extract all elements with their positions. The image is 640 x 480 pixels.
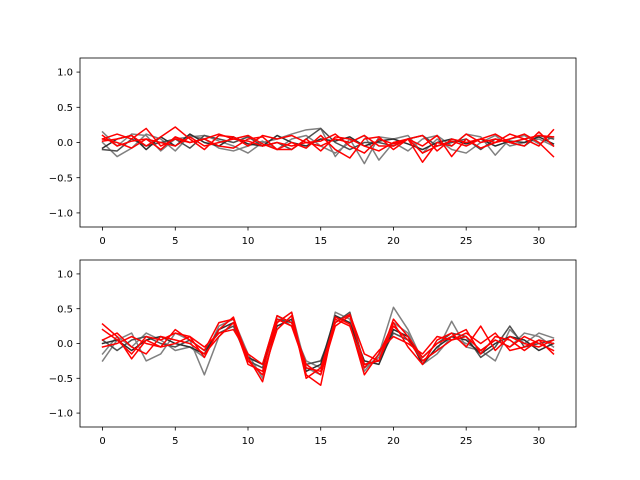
subplot-bottom: 0 5 10 15 20 25 30 −1.0 −0.5 0.0 0.5 1.0	[49, 259, 577, 447]
x-tick-label: 15	[314, 436, 327, 447]
series-line-3	[101, 314, 555, 373]
y-tick-label: −1.0	[49, 209, 73, 220]
series-line-1	[101, 133, 555, 161]
x-tick-label: 25	[460, 236, 473, 247]
x-tick-label: 5	[172, 236, 178, 247]
y-tick-label: −1.0	[49, 409, 73, 420]
x-tick-label: 10	[242, 236, 255, 247]
subplot-top: 0 5 10 15 20 25 30 −1.0 −0.5 0.0 0.5 1.0	[49, 57, 577, 247]
series-line-6	[101, 318, 555, 373]
series-line-7	[101, 133, 555, 158]
y-tick-label: 0.0	[57, 138, 73, 149]
series-line-4	[101, 127, 555, 163]
y-tick-label: 0.5	[57, 103, 73, 114]
y-tick-label: −0.5	[49, 173, 73, 184]
y-tick-label: 0.0	[57, 339, 73, 350]
x-tick-label: 5	[172, 436, 178, 447]
y-tick-label: −0.5	[49, 374, 73, 385]
y-tick-label: 0.5	[57, 304, 73, 315]
x-tick-label: 10	[242, 436, 255, 447]
x-tick-label: 0	[99, 436, 105, 447]
x-tick-label: 30	[533, 236, 546, 247]
series-line-7	[101, 314, 555, 376]
series-line-6	[101, 128, 555, 159]
x-tick-label: 20	[387, 436, 400, 447]
x-tick-label: 15	[314, 236, 327, 247]
x-tick-label: 25	[460, 436, 473, 447]
x-tick-label: 30	[533, 436, 546, 447]
series-group	[101, 126, 555, 165]
x-tick-label: 20	[387, 236, 400, 247]
series-group	[101, 306, 555, 386]
y-tick-label: 1.0	[57, 68, 73, 79]
y-tick-label: 1.0	[57, 270, 73, 281]
series-line-2	[101, 127, 555, 152]
x-tick-label: 0	[99, 236, 105, 247]
